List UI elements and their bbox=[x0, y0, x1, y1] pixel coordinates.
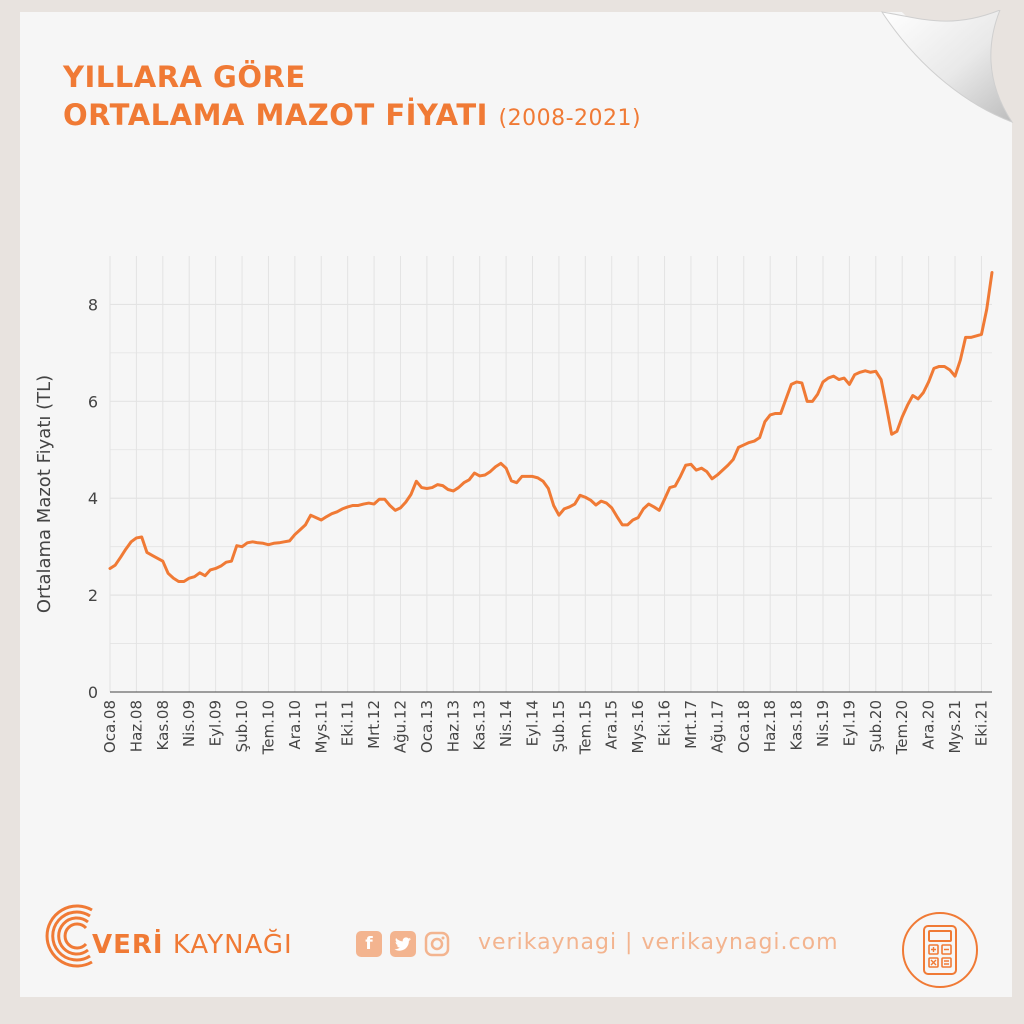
x-tick-label: Mys.11 bbox=[312, 700, 330, 754]
x-tick-label: Oca.13 bbox=[418, 700, 436, 753]
x-tick-label: Ara.20 bbox=[920, 700, 938, 749]
x-tick-label: Oca.08 bbox=[101, 700, 119, 753]
x-tick-label: Nis.19 bbox=[814, 700, 832, 747]
x-tick-label: Kas.08 bbox=[154, 700, 172, 750]
twitter-icon[interactable] bbox=[390, 931, 416, 957]
social-icons: f bbox=[356, 931, 450, 957]
x-tick-label: Ara.15 bbox=[603, 700, 621, 749]
x-tick-label: Ağu.12 bbox=[391, 700, 409, 753]
x-tick-label: Haz.08 bbox=[127, 700, 145, 752]
calculator-icon bbox=[902, 912, 978, 988]
y-tick-label: 4 bbox=[88, 489, 98, 508]
x-tick-label: Nis.14 bbox=[497, 700, 515, 747]
y-tick-label: 0 bbox=[88, 683, 98, 702]
x-tick-label: Mrt.12 bbox=[365, 700, 383, 749]
title-line-2: ORTALAMA MAZOT FİYATI bbox=[63, 98, 488, 132]
y-axis-label: Ortalama Mazot Fiyatı (TL) bbox=[34, 375, 55, 613]
x-tick-label: Şub.10 bbox=[233, 700, 251, 752]
x-tick-label: Nis.09 bbox=[180, 700, 198, 747]
footer-handle: verikaynagi | verikaynagi.com bbox=[478, 930, 839, 955]
x-axis-ticks: Oca.08 Haz.08 Kas.08 Nis.09 Eyl.09 Şub.10 Tem.… bbox=[101, 700, 990, 755]
x-tick-label: Eki.16 bbox=[656, 700, 674, 746]
x-tick-label: Tem.15 bbox=[576, 700, 594, 755]
x-tick-label: Eki.21 bbox=[972, 700, 990, 746]
x-tick-label: Mys.16 bbox=[629, 700, 647, 754]
instagram-icon[interactable] bbox=[424, 931, 450, 957]
x-tick-label: Haz.13 bbox=[444, 700, 462, 752]
y-tick-label: 6 bbox=[88, 392, 98, 411]
page-curl-decoration bbox=[880, 10, 1014, 124]
x-tick-label: Eyl.09 bbox=[207, 700, 225, 746]
chart-grid bbox=[109, 256, 992, 692]
x-tick-label: Tem.20 bbox=[893, 700, 911, 755]
x-tick-label: Eki.11 bbox=[339, 700, 357, 746]
y-tick-label: 2 bbox=[88, 586, 98, 605]
facebook-icon[interactable]: f bbox=[356, 931, 382, 957]
brand-name: VERİ KAYNAĞI bbox=[92, 930, 293, 960]
logo-arcs-icon bbox=[45, 904, 93, 968]
brand-bold: VERİ bbox=[92, 930, 164, 960]
brand-rest: KAYNAĞI bbox=[172, 930, 293, 960]
x-tick-label: Kas.18 bbox=[788, 700, 806, 750]
x-tick-label: Şub.15 bbox=[550, 700, 568, 752]
x-tick-label: Tem.10 bbox=[259, 700, 277, 755]
x-tick-label: Mys.21 bbox=[946, 700, 964, 754]
y-tick-label: 8 bbox=[88, 295, 98, 314]
paper-card bbox=[20, 12, 1012, 997]
series-line bbox=[108, 270, 994, 584]
x-tick-label: Oca.18 bbox=[735, 700, 753, 753]
chart-title: YILLARA GÖRE ORTALAMA MAZOT FİYATI (2008… bbox=[63, 58, 641, 138]
x-tick-label: Haz.18 bbox=[761, 700, 779, 752]
x-tick-label: Eyl.14 bbox=[524, 700, 542, 746]
x-tick-label: Şub.20 bbox=[867, 700, 885, 752]
x-tick-label: Ağu.17 bbox=[708, 700, 726, 753]
x-tick-label: Ara.10 bbox=[286, 700, 304, 749]
x-tick-label: Eyl.19 bbox=[840, 700, 858, 746]
y-axis-ticks: 0 2 4 6 8 bbox=[88, 295, 98, 702]
x-tick-label: Mrt.17 bbox=[682, 700, 700, 749]
title-years: (2008-2021) bbox=[498, 106, 642, 131]
title-line-1: YILLARA GÖRE bbox=[63, 60, 306, 94]
x-tick-label: Kas.13 bbox=[471, 700, 489, 750]
